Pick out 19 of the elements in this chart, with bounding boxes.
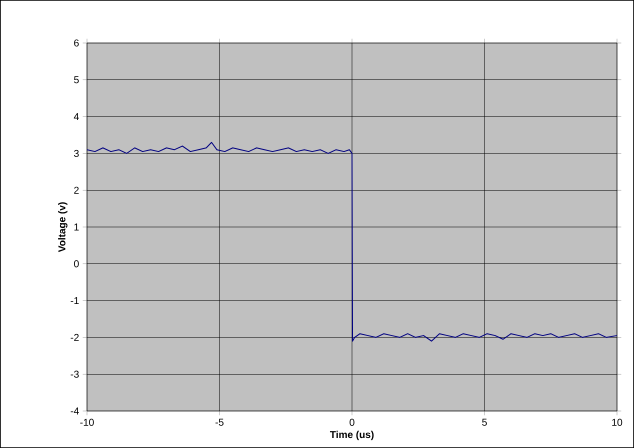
x-tick-label: -10 — [80, 418, 94, 426]
y-tick-label: -3 — [70, 370, 79, 378]
y-tick-label: 5 — [74, 76, 79, 84]
x-tick-label: -5 — [215, 418, 224, 426]
x-tick-label: 5 — [482, 418, 487, 426]
x-tick-label: 10 — [612, 418, 622, 426]
y-tick-label: 4 — [74, 113, 79, 120]
y-tick-label: 2 — [74, 186, 79, 194]
y-tick-label: -1 — [70, 297, 79, 304]
y-tick-label: 3 — [74, 150, 79, 157]
y-axis-title: Voltage (v) — [58, 202, 68, 252]
line-series — [87, 142, 618, 342]
x-tick-label: 0 — [350, 418, 354, 426]
x-axis-title: Time (us) — [330, 430, 374, 440]
y-tick-label: 0 — [74, 260, 79, 268]
y-tick-label: -4 — [70, 408, 79, 414]
y-tick-label: 6 — [74, 39, 79, 47]
y-tick-label: 1 — [74, 224, 79, 230]
y-tick-label: -2 — [70, 334, 79, 341]
